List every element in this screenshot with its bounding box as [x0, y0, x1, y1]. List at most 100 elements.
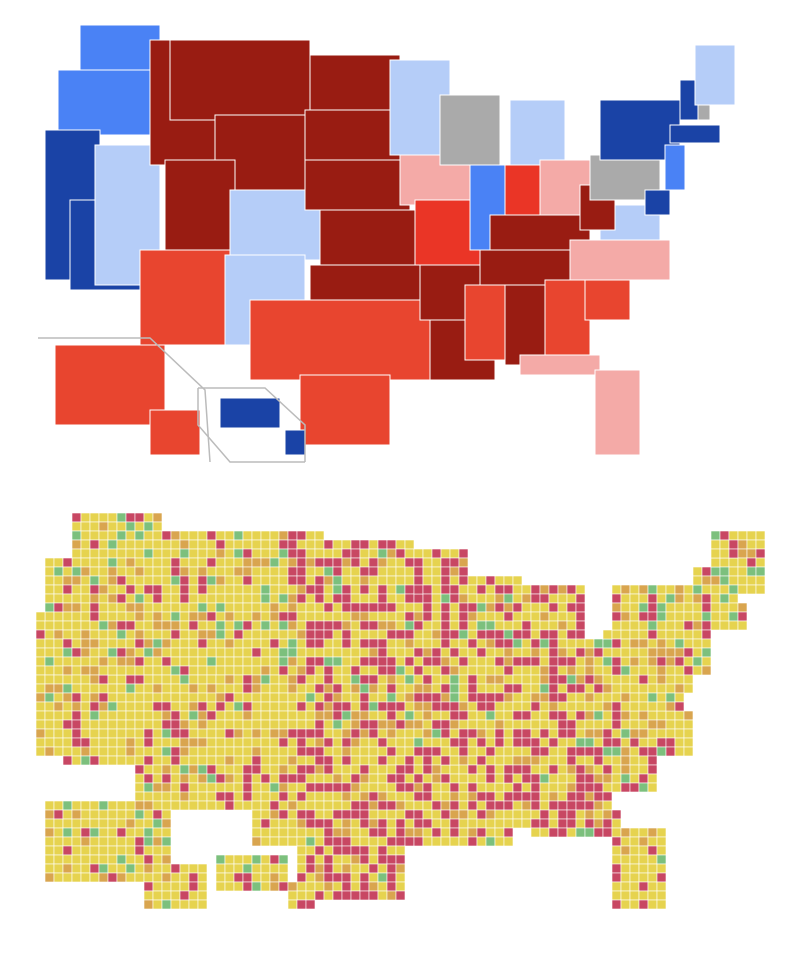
- county: [647, 719, 658, 730]
- county: [242, 620, 253, 631]
- county: [368, 701, 379, 712]
- county: [242, 638, 253, 649]
- county: [107, 683, 118, 694]
- county: [422, 710, 433, 721]
- county: [233, 674, 244, 685]
- county: [152, 620, 163, 631]
- state: [319, 209, 421, 266]
- county: [629, 701, 640, 712]
- county: [656, 899, 667, 910]
- county: [134, 674, 145, 685]
- county: [431, 818, 442, 829]
- county: [494, 602, 505, 613]
- county: [323, 773, 334, 784]
- county: [323, 683, 334, 694]
- county: [539, 755, 550, 766]
- county: [548, 692, 559, 703]
- county: [179, 593, 190, 604]
- county: [305, 890, 316, 901]
- county: [80, 593, 91, 604]
- county: [602, 755, 613, 766]
- county: [521, 692, 532, 703]
- county: [197, 863, 208, 874]
- county: [314, 845, 325, 856]
- county: [107, 809, 118, 820]
- county: [386, 827, 397, 838]
- county: [521, 737, 532, 748]
- county: [125, 512, 136, 523]
- county: [62, 845, 73, 856]
- county: [395, 611, 406, 622]
- state: [504, 284, 546, 366]
- county: [665, 692, 676, 703]
- county: [548, 818, 559, 829]
- county: [395, 872, 406, 883]
- county: [449, 602, 460, 613]
- county: [530, 692, 541, 703]
- county: [134, 602, 145, 613]
- county: [305, 620, 316, 631]
- county: [323, 620, 334, 631]
- county: [377, 665, 388, 676]
- county: [314, 683, 325, 694]
- county: [341, 566, 352, 577]
- county: [98, 602, 109, 613]
- county: [134, 566, 145, 577]
- county: [44, 836, 55, 847]
- county: [503, 719, 514, 730]
- county: [494, 800, 505, 811]
- county: [485, 656, 496, 667]
- county: [269, 665, 280, 676]
- county: [557, 719, 568, 730]
- county: [638, 620, 649, 631]
- county: [98, 665, 109, 676]
- county: [386, 575, 397, 586]
- county: [611, 656, 622, 667]
- county: [170, 872, 181, 883]
- county: [215, 719, 226, 730]
- county: [548, 773, 559, 784]
- county: [170, 539, 181, 550]
- county: [674, 701, 685, 712]
- county: [80, 566, 91, 577]
- county: [575, 584, 586, 595]
- county: [395, 629, 406, 640]
- county: [242, 728, 253, 739]
- county: [647, 620, 658, 631]
- county: [35, 692, 46, 703]
- county: [647, 602, 658, 613]
- county: [476, 593, 487, 604]
- county: [44, 827, 55, 838]
- county: [620, 611, 631, 622]
- county: [638, 899, 649, 910]
- county: [467, 809, 478, 820]
- county: [350, 692, 361, 703]
- county: [350, 557, 361, 568]
- county: [170, 593, 181, 604]
- county: [458, 800, 469, 811]
- county: [71, 845, 82, 856]
- county: [233, 566, 244, 577]
- county: [440, 692, 451, 703]
- county: [107, 863, 118, 874]
- county: [638, 764, 649, 775]
- county: [620, 719, 631, 730]
- county: [629, 728, 640, 739]
- county: [215, 575, 226, 586]
- county: [197, 629, 208, 640]
- county: [557, 800, 568, 811]
- county: [440, 647, 451, 658]
- county: [251, 746, 262, 757]
- county: [440, 836, 451, 847]
- county: [503, 647, 514, 658]
- county: [359, 629, 370, 640]
- county: [548, 746, 559, 757]
- county: [512, 782, 523, 793]
- county: [530, 701, 541, 712]
- county: [134, 728, 145, 739]
- county: [350, 602, 361, 613]
- county: [224, 710, 235, 721]
- county: [440, 818, 451, 829]
- county: [404, 602, 415, 613]
- county: [674, 674, 685, 685]
